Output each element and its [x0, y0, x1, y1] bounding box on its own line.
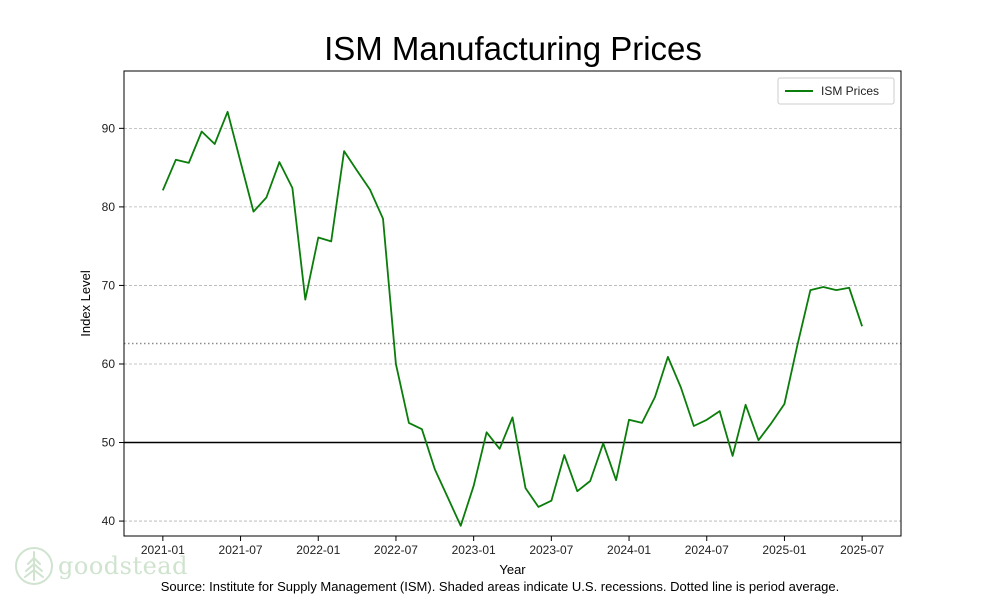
- brand-name: goodstead: [58, 552, 188, 580]
- x-tick-label: 2025-01: [762, 543, 806, 557]
- grid-lines: [124, 127, 901, 522]
- plot-frame: [123, 70, 902, 537]
- x-tick-label: 2023-01: [452, 543, 496, 557]
- brand-logo: goodstead: [14, 546, 188, 586]
- tree-icon: [15, 547, 53, 585]
- series-line-ism-prices: [161, 110, 863, 527]
- chart-title: ISM Manufacturing Prices: [324, 30, 702, 67]
- y-tick-label: 80: [102, 200, 116, 214]
- x-axis-label: Year: [499, 562, 526, 577]
- legend-label: ISM Prices: [821, 84, 879, 98]
- source-note: Source: Institute for Supply Management …: [160, 579, 840, 594]
- y-axis-label: Index Level: [78, 270, 93, 337]
- x-tick-label: 2022-01: [296, 543, 340, 557]
- x-tick-label: 2024-01: [607, 543, 651, 557]
- series-lines: [161, 110, 863, 527]
- y-tick-label: 70: [102, 278, 116, 292]
- x-tick-label: 2021-07: [219, 543, 263, 557]
- x-tick-label: 2023-07: [529, 543, 573, 557]
- y-tick-label: 50: [102, 436, 116, 450]
- legend-box: [777, 77, 895, 105]
- x-tick-label: 2021-01: [141, 543, 185, 557]
- y-axis-ticks: 40 50 60 70 80 90: [102, 121, 124, 528]
- x-tick-label: 2024-07: [685, 543, 729, 557]
- x-tick-label: 2025-07: [840, 543, 884, 557]
- legend: ISM Prices: [777, 77, 895, 105]
- x-axis-ticks: 2021-01 2021-07 2022-01 2022-07 2023-01 2023-…: [141, 536, 884, 557]
- x-tick-label: 2022-07: [374, 543, 418, 557]
- reference-lines: [124, 342, 901, 444]
- y-tick-label: 60: [102, 357, 116, 371]
- y-tick-label: 40: [102, 514, 116, 528]
- y-tick-label: 90: [102, 121, 116, 135]
